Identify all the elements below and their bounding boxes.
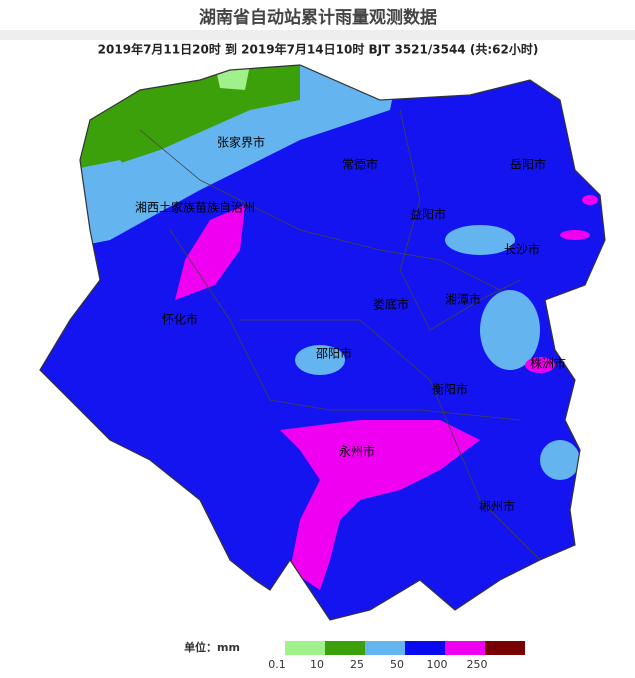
city-label: 长沙市 [504, 242, 540, 257]
city-label: 怀化市 [162, 312, 198, 327]
legend-swatch [325, 641, 365, 655]
title: 湖南省自动站累计雨量观测数据 [199, 7, 437, 28]
legend: 单位：mm 0.1 10 25 50 100 250 [184, 640, 525, 671]
city-label: 郴州市 [479, 499, 515, 514]
legend-unit: 单位：mm [184, 640, 240, 654]
subtitle: 2019年7月11日20时 到 2019年7月14日10时 BJT 3521/3… [98, 42, 539, 57]
city-labels: 张家界市 常德市 岳阳市 湘西土家族苗族自治州 益阳市 长沙市 怀化市 娄底市 … [135, 135, 566, 514]
city-label: 衡阳市 [432, 382, 468, 397]
province-border [39, 64, 606, 621]
city-label: 永州市 [339, 444, 375, 459]
legend-swatch [445, 641, 485, 655]
title-band [0, 30, 635, 40]
city-label: 益阳市 [410, 207, 446, 222]
legend-swatch [365, 641, 405, 655]
legend-swatch [405, 641, 445, 655]
city-label: 岳阳市 [510, 157, 546, 172]
city-label: 湘西土家族苗族自治州 [135, 200, 255, 215]
legend-label: 10 [310, 658, 324, 671]
city-label: 株洲市 [530, 356, 566, 371]
city-label: 湘潭市 [445, 292, 481, 307]
legend-label: 0.1 [268, 658, 286, 671]
city-label: 张家界市 [217, 135, 265, 150]
city-label: 邵阳市 [316, 346, 352, 361]
legend-swatch [285, 641, 325, 655]
city-label: 娄底市 [373, 297, 409, 312]
city-label: 常德市 [342, 157, 378, 172]
legend-swatch [485, 641, 525, 655]
legend-label: 25 [350, 658, 364, 671]
rain-map [40, 65, 605, 620]
legend-label: 250 [467, 658, 488, 671]
legend-label: 50 [390, 658, 404, 671]
legend-label: 100 [427, 658, 448, 671]
